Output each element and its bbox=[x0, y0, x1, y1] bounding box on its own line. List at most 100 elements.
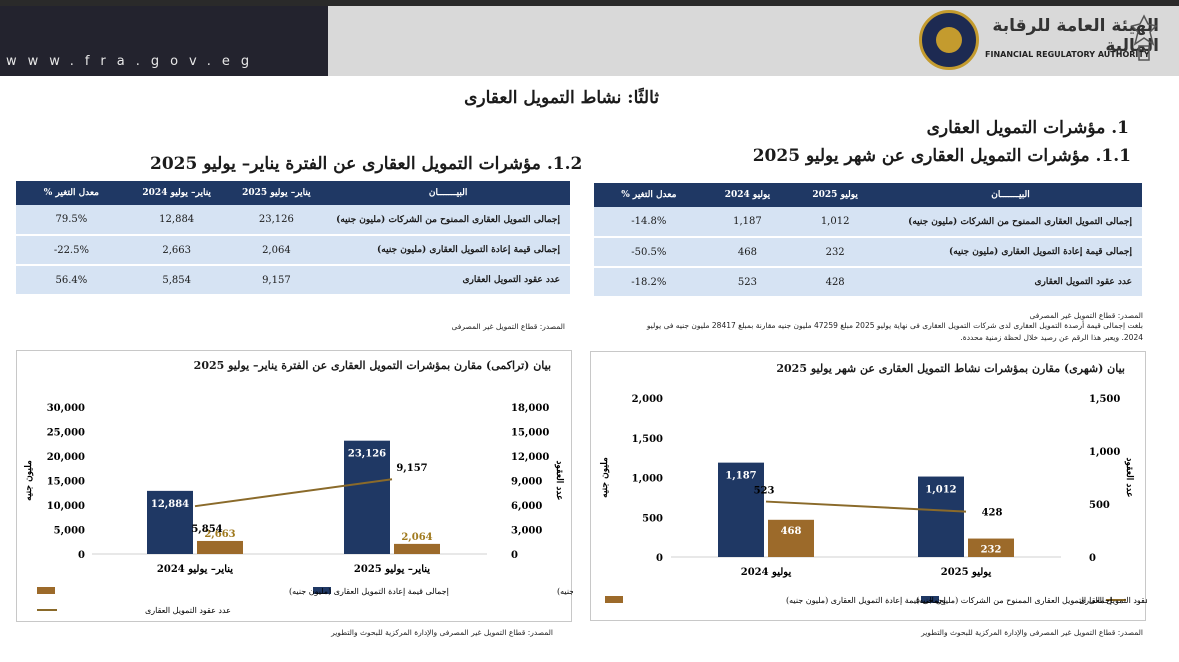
y-tick-label: 1,500 bbox=[632, 434, 663, 445]
bar-data-label: 468 bbox=[781, 526, 802, 537]
table-cell: إجمالى قيمة إعادة التمويل العقارى (مليون… bbox=[326, 235, 570, 266]
legend-label: إجمالى قيمة إعادة التمويل العقارى (مليون… bbox=[289, 587, 449, 596]
table-cell: 1,187 bbox=[703, 207, 792, 238]
table-cell: -22.5% bbox=[16, 235, 127, 266]
y2-tick-label: 15,000 bbox=[511, 428, 549, 439]
bar-data-label: 12,884 bbox=[151, 499, 189, 510]
website-url[interactable]: www.fra.gov.eg bbox=[6, 54, 261, 69]
table-cell: 23,126 bbox=[226, 205, 327, 236]
table-row: إجمالى التمويل العقارى الممنوح من الشركا… bbox=[16, 205, 570, 236]
table-cell: -50.5% bbox=[594, 237, 704, 268]
table-header-cell: البيـــــــان bbox=[326, 181, 570, 205]
table-cell: 468 bbox=[703, 237, 792, 268]
section-1-title: 1. مؤشرات التمويل العقارى bbox=[926, 118, 1129, 138]
y2-tick-label: 1,000 bbox=[1089, 447, 1120, 458]
bar-refinancing bbox=[197, 540, 243, 554]
table-row: عدد عقود التمويل العقارى 428 523 -18.2% bbox=[594, 267, 1142, 298]
cumulative-indicators-table: البيـــــــان يناير– يوليو 2025 يناير– ي… bbox=[16, 181, 570, 296]
legend-swatch bbox=[921, 596, 939, 603]
x-tick-label: يوليو 2025 bbox=[941, 567, 992, 578]
source-note-cumulative: المصدر: قطاع التمويل غير المصرفى bbox=[451, 322, 565, 331]
y-tick-label: 15,000 bbox=[47, 477, 85, 488]
source-note-monthly: المصدر: قطاع التمويل غير المصرفى bbox=[1029, 311, 1143, 320]
bar-financing bbox=[344, 440, 390, 554]
y-tick-label: 5,000 bbox=[54, 526, 85, 537]
eagle-emblem-icon bbox=[1130, 14, 1158, 61]
y-tick-label: 2,000 bbox=[632, 394, 663, 405]
chart-source-right: المصدر: قطاع التمويل غير المصرفى والإدار… bbox=[921, 628, 1143, 637]
outstanding-balance-note-2: 2024. ويعبر هذا الرقم عن رصيد خلال لحظة … bbox=[960, 333, 1143, 342]
table-cell: 428 bbox=[791, 267, 879, 298]
bar-data-label: 1,012 bbox=[925, 485, 956, 496]
monthly-chart-panel: بيان (شهرى) مقارن بمؤشرات نشاط التمويل ا… bbox=[590, 351, 1147, 621]
table-cell: 2,663 bbox=[126, 235, 227, 266]
outstanding-balance-note-1: بلغت إجمالى قيمة أرصدة التمويل العقارى ل… bbox=[646, 321, 1143, 330]
x-tick-label: يناير– يوليو 2025 bbox=[354, 564, 430, 575]
legend-swatch bbox=[605, 596, 623, 603]
bar-data-label: 1,187 bbox=[725, 471, 756, 482]
bar-financing bbox=[718, 462, 764, 557]
legend-swatch bbox=[313, 587, 331, 594]
table-cell: عدد عقود التمويل العقارى bbox=[326, 265, 570, 296]
table-header-cell: يوليو 2025 bbox=[791, 183, 879, 207]
section-1-2-title: 1.2. مؤشرات التمويل العقارى عن الفترة ين… bbox=[150, 154, 583, 174]
y-tick-label: 0 bbox=[78, 550, 85, 561]
bar-refinancing bbox=[768, 519, 814, 557]
monthly-indicators-table: البيـــــــان يوليو 2025 يوليو 2024 معدل… bbox=[594, 183, 1142, 298]
table-cell: إجمالى التمويل العقارى الممنوح من الشركا… bbox=[326, 205, 570, 236]
bar-data-label: 23,126 bbox=[348, 449, 386, 460]
y-tick-label: 10,000 bbox=[47, 501, 85, 512]
url-banner: www.fra.gov.eg bbox=[0, 6, 328, 76]
table-cell: 79.5% bbox=[16, 205, 127, 236]
table-header-cell: يناير– يوليو 2024 bbox=[126, 181, 227, 205]
y-tick-label: 25,000 bbox=[47, 428, 85, 439]
bar-data-label: 2,064 bbox=[401, 532, 432, 543]
table-cell: 9,157 bbox=[226, 265, 327, 296]
table-cell: -14.8% bbox=[594, 207, 704, 238]
fra-seal-icon bbox=[919, 10, 979, 70]
top-strip bbox=[0, 0, 1179, 6]
table-cell: 12,884 bbox=[126, 205, 227, 236]
y2-tick-label: 0 bbox=[1089, 553, 1096, 564]
cumulative-chart-title: بيان (تراكمى) مقارن بمؤشرات التمويل العق… bbox=[193, 359, 551, 372]
table-header-row: البيـــــــان يناير– يوليو 2025 يناير– ي… bbox=[16, 181, 570, 205]
table-header-row: البيـــــــان يوليو 2025 يوليو 2024 معدل… bbox=[594, 183, 1142, 207]
table-row: إجمالى قيمة إعادة التمويل العقارى (مليون… bbox=[16, 235, 570, 266]
y-tick-label: 0 bbox=[656, 553, 663, 564]
logo-arabic-text: الهيئة العامة للرقابة المالية bbox=[992, 16, 1159, 56]
line-data-label: 428 bbox=[982, 508, 1003, 519]
chart-source-left: المصدر: قطاع التمويل غير المصرفى والإدار… bbox=[331, 628, 553, 637]
line-contracts bbox=[194, 478, 393, 508]
bar-financing bbox=[147, 490, 193, 554]
table-cell: 523 bbox=[703, 267, 792, 298]
cumulative-chart-svg: 0 5,000 10,000 15,000 20,000 25,000 30,000 0 3,0… bbox=[23, 403, 573, 615]
monthly-chart-svg: 0 500 1,000 1,500 2,000 0 500 1,000 1,500 مليون ج… bbox=[599, 394, 1147, 605]
fra-logo: الهيئة العامة للرقابة المالية FINANCIAL … bbox=[919, 10, 1159, 72]
line-contracts bbox=[765, 500, 967, 513]
y2-axis-title: عدد العقود bbox=[1124, 457, 1135, 497]
table-cell: 1,012 bbox=[791, 207, 879, 238]
page-title: ثالثًا: نشاط التمويل العقارى bbox=[464, 88, 659, 108]
y2-tick-label: 0 bbox=[511, 550, 518, 561]
table-cell: 232 bbox=[791, 237, 879, 268]
x-tick-label: يوليو 2024 bbox=[741, 567, 792, 578]
table-cell: عدد عقود التمويل العقارى bbox=[878, 267, 1142, 298]
table-header-cell: البيـــــــان bbox=[878, 183, 1142, 207]
bar-data-label: 2,663 bbox=[204, 529, 235, 540]
y2-axis-title: عدد العقود bbox=[554, 460, 565, 500]
table-row: إجمالى التمويل العقارى الممنوح من الشركا… bbox=[594, 207, 1142, 238]
y-tick-label: 20,000 bbox=[47, 452, 85, 463]
x-tick-label: يناير– يوليو 2024 bbox=[157, 564, 233, 575]
y-tick-label: 30,000 bbox=[47, 403, 85, 414]
table-cell: إجمالى التمويل العقارى الممنوح من الشركا… bbox=[878, 207, 1142, 238]
y-axis-title: مليون جنيه bbox=[23, 460, 34, 501]
bar-refinancing bbox=[968, 538, 1014, 557]
y2-tick-label: 1,500 bbox=[1089, 394, 1120, 405]
bar-refinancing bbox=[394, 543, 440, 554]
table-cell: 5,854 bbox=[126, 265, 227, 296]
y2-tick-label: 3,000 bbox=[511, 526, 542, 537]
bar-financing bbox=[918, 476, 964, 557]
line-data-label: 5,854 bbox=[191, 524, 222, 535]
y2-tick-label: 6,000 bbox=[511, 501, 542, 512]
y2-tick-label: 12,000 bbox=[511, 452, 549, 463]
